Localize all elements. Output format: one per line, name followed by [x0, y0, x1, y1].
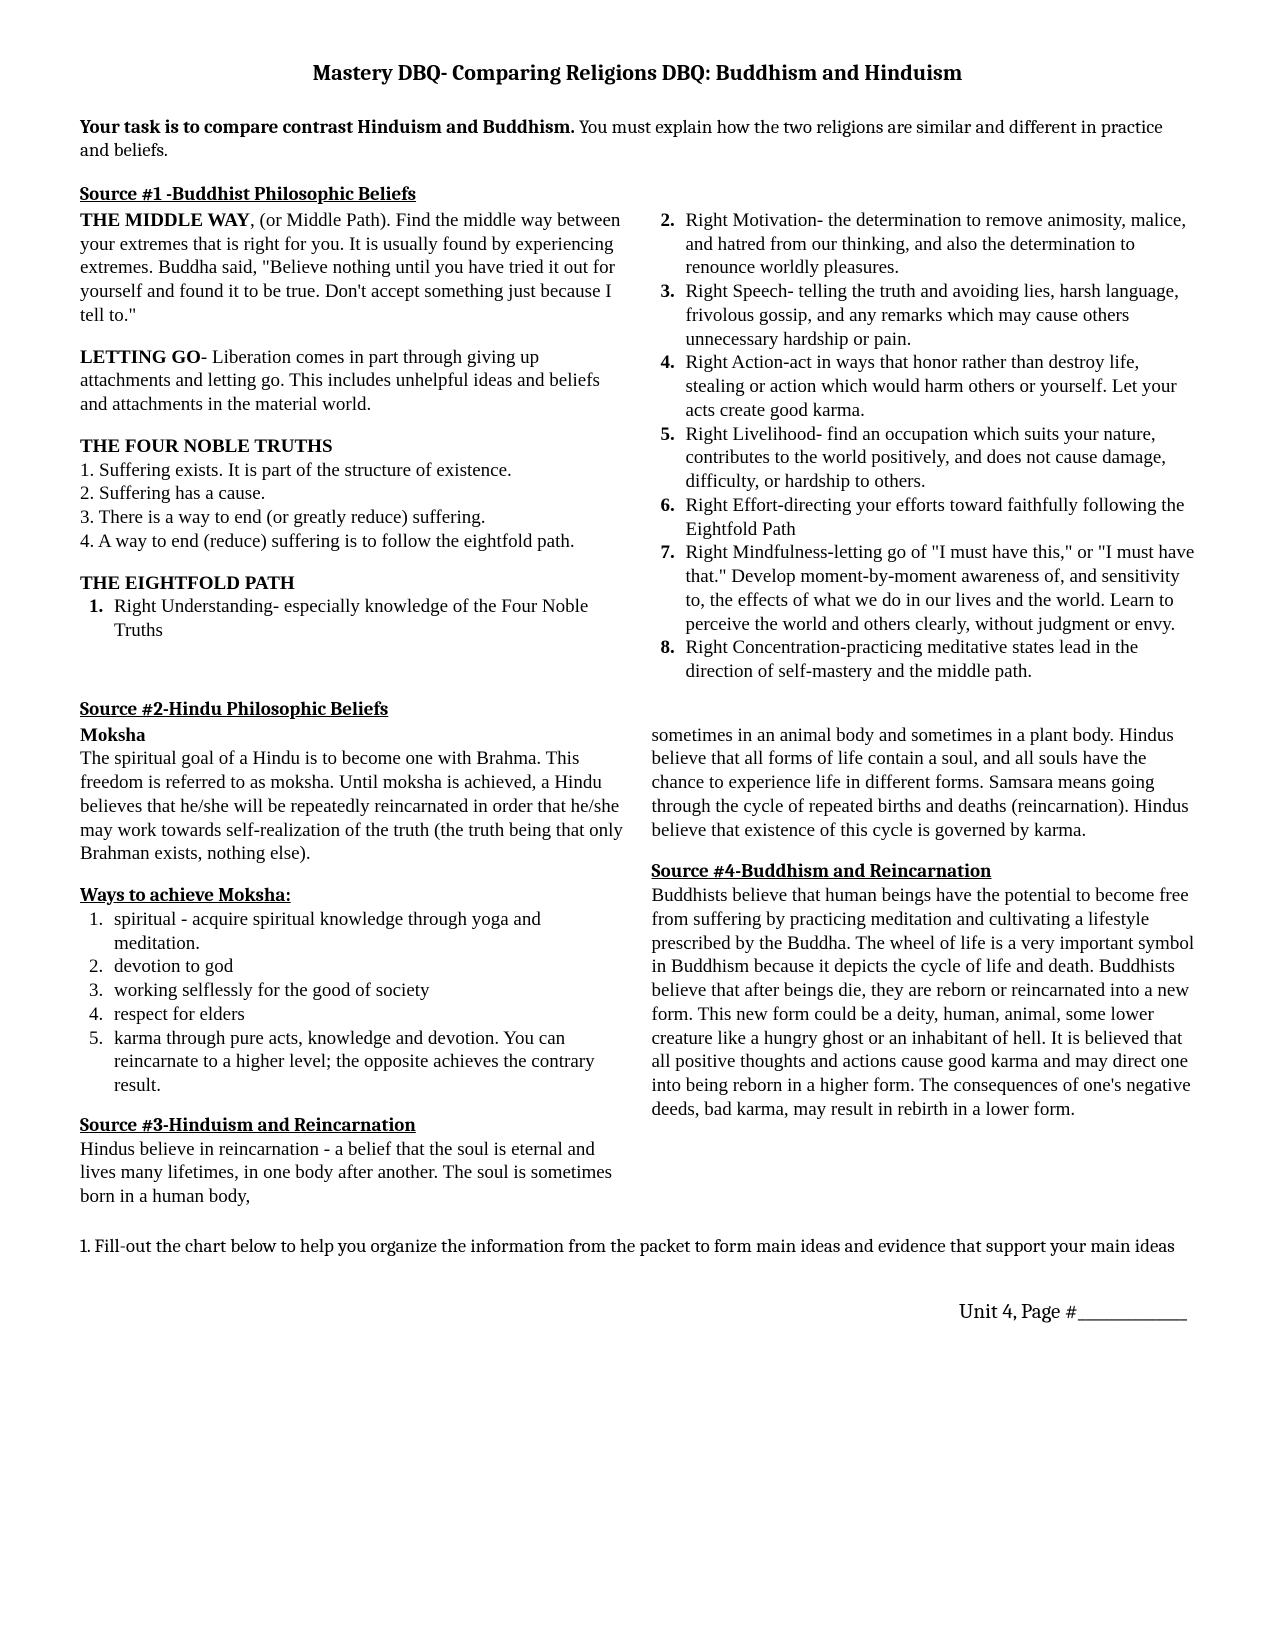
way-3: working selflessly for the good of socie…: [108, 979, 624, 1003]
source1-col-left: THE MIDDLE WAY, (or Middle Path). Find t…: [80, 209, 624, 684]
eightfold-4: Right Action-act in ways that honor rath…: [680, 351, 1196, 422]
lower-columns: Moksha The spiritual goal of a Hindu is …: [80, 724, 1195, 1209]
source3-text-col2: sometimes in an animal body and sometime…: [652, 724, 1196, 843]
four-noble-head: THE FOUR NOBLE TRUTHS: [80, 435, 624, 459]
way-2: devotion to god: [108, 955, 624, 979]
letting-go-para: LETTING GO- Liberation comes in part thr…: [80, 346, 624, 417]
source1-heading: Source #1 -Buddhist Philosophic Beliefs: [80, 183, 1195, 207]
way-1: spiritual - acquire spiritual knowledge …: [108, 908, 624, 956]
task-bold: Your task is to compare contrast Hinduis…: [80, 116, 575, 138]
moksha-text: The spiritual goal of a Hindu is to beco…: [80, 747, 624, 866]
lower-col-left: Moksha The spiritual goal of a Hindu is …: [80, 724, 624, 1209]
ways-head: Ways to achieve Moksha:: [80, 884, 624, 908]
noble-2: 2. Suffering has a cause.: [80, 482, 624, 506]
eightfold-2: Right Motivation- the determination to r…: [680, 209, 1196, 280]
source1-col-right: Right Motivation- the determination to r…: [652, 209, 1196, 684]
source4-text: Buddhists believe that human beings have…: [652, 884, 1196, 1122]
page-footer: Unit 4, Page #______________: [80, 1299, 1195, 1325]
eightfold-list-right: Right Motivation- the determination to r…: [652, 209, 1196, 684]
eightfold-7: Right Mindfulness-letting go of "I must …: [680, 541, 1196, 636]
eightfold-1: Right Understanding- especially knowledg…: [108, 595, 624, 643]
way-5: karma through pure acts, knowledge and d…: [108, 1027, 624, 1098]
noble-1: 1. Suffering exists. It is part of the s…: [80, 459, 624, 483]
source3-text-col1: Hindus believe in reincarnation - a beli…: [80, 1138, 624, 1209]
way-4: respect for elders: [108, 1003, 624, 1027]
source3-heading: Source #3-Hinduism and Reincarnation: [80, 1114, 624, 1138]
moksha-head: Moksha: [80, 724, 624, 748]
eightfold-list-left: Right Understanding- especially knowledg…: [80, 595, 624, 643]
noble-4: 4. A way to end (reduce) suffering is to…: [80, 530, 624, 554]
eightfold-8: Right Concentration-practicing meditativ…: [680, 636, 1196, 684]
lower-col-right: sometimes in an animal body and sometime…: [652, 724, 1196, 1209]
eightfold-head: THE EIGHTFOLD PATH: [80, 572, 624, 596]
eightfold-5: Right Livelihood- find an occupation whi…: [680, 423, 1196, 494]
page-title: Mastery DBQ- Comparing Religions DBQ: Bu…: [80, 60, 1195, 88]
eightfold-6: Right Effort-directing your efforts towa…: [680, 494, 1196, 542]
noble-3: 3. There is a way to end (or greatly red…: [80, 506, 624, 530]
source1-columns: THE MIDDLE WAY, (or Middle Path). Find t…: [80, 209, 1195, 684]
letting-go-head: LETTING GO: [80, 347, 201, 368]
middle-way-head: THE MIDDLE WAY: [80, 210, 250, 231]
eightfold-3: Right Speech- telling the truth and avoi…: [680, 280, 1196, 351]
source2-heading: Source #2-Hindu Philosophic Beliefs: [80, 698, 1195, 722]
question-1: 1. Fill-out the chart below to help you …: [80, 1235, 1195, 1259]
source4-heading: Source #4-Buddhism and Reincarnation: [652, 860, 1196, 884]
middle-way-para: THE MIDDLE WAY, (or Middle Path). Find t…: [80, 209, 624, 328]
ways-list: spiritual - acquire spiritual knowledge …: [80, 908, 624, 1098]
task-paragraph: Your task is to compare contrast Hinduis…: [80, 116, 1195, 164]
